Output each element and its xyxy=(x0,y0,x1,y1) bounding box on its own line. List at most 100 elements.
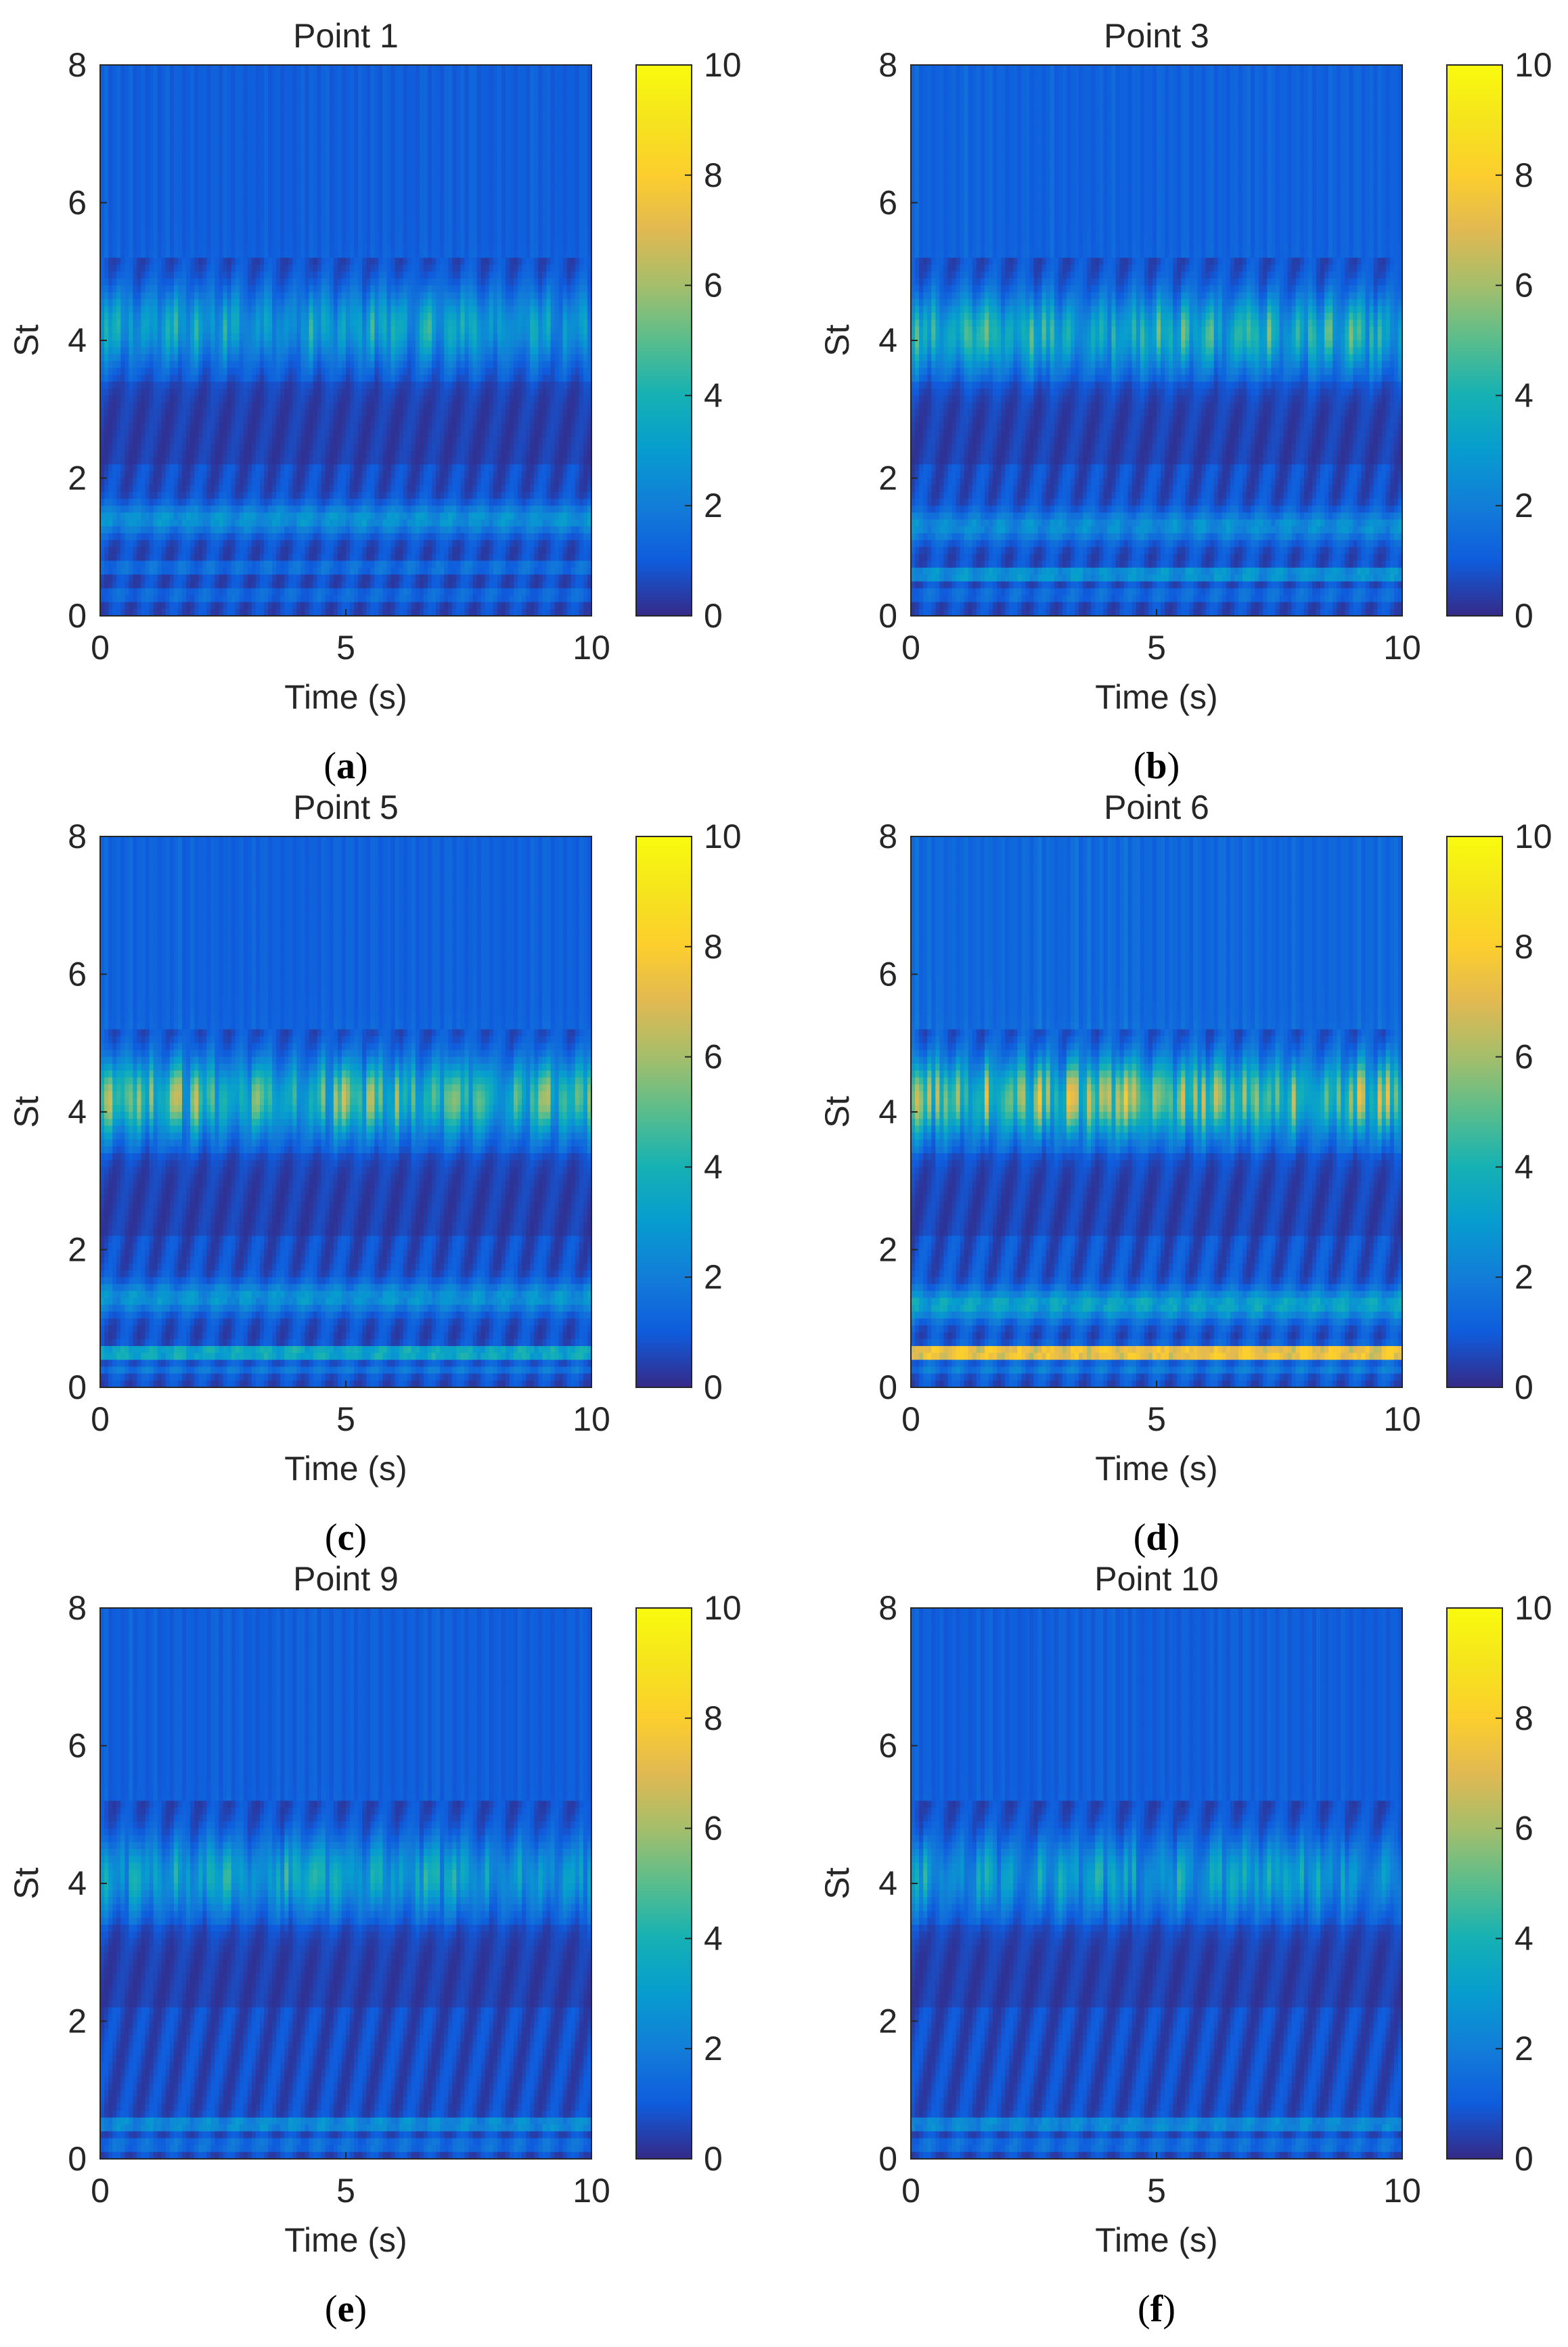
y-tick-label: 2 xyxy=(878,1231,897,1269)
colorbar-tick-label: 10 xyxy=(704,1589,742,1627)
colorbar xyxy=(636,1608,692,2159)
y-tick-label: 4 xyxy=(68,1864,87,1902)
y-axis-label: St xyxy=(7,1096,45,1127)
colorbar-tick-label: 10 xyxy=(704,818,742,855)
colorbar-tick-label: 10 xyxy=(1515,818,1552,855)
colorbar xyxy=(1447,1608,1502,2159)
panel-title: Point 9 xyxy=(293,1560,399,1598)
x-tick-label: 10 xyxy=(1383,629,1421,667)
colorbar xyxy=(1447,836,1502,1387)
colorbar-tick-label: 10 xyxy=(1515,1589,1552,1627)
panel-title: Point 5 xyxy=(293,788,399,826)
y-tick-label: 2 xyxy=(878,460,897,497)
colorbar-tick-label: 8 xyxy=(704,1699,723,1737)
colorbar-tick-label: 6 xyxy=(1515,267,1533,305)
x-axis-label: Time (s) xyxy=(1095,678,1217,716)
colorbar-tick-label: 2 xyxy=(1515,1258,1533,1296)
y-tick-label: 0 xyxy=(878,1368,897,1406)
y-axis-label: St xyxy=(7,1867,45,1899)
colorbar-tick-label: 0 xyxy=(704,1368,723,1406)
panel-caption: (a) xyxy=(323,745,367,787)
y-tick-label: 6 xyxy=(68,184,87,222)
heatmap-e xyxy=(100,1608,592,2160)
colorbar-tick-label: 2 xyxy=(1515,487,1533,524)
colorbar-tick-label: 2 xyxy=(704,1258,723,1296)
colorbar-tick-label: 6 xyxy=(704,1038,723,1076)
colorbar-tick-label: 6 xyxy=(704,1810,723,1848)
y-tick-label: 4 xyxy=(878,1864,897,1902)
colorbar-tick-label: 8 xyxy=(704,156,723,194)
colorbar-tick-label: 6 xyxy=(1515,1810,1533,1848)
panel-title: Point 6 xyxy=(1104,788,1209,826)
y-tick-label: 6 xyxy=(68,1727,87,1765)
colorbar-tick-label: 10 xyxy=(1515,46,1552,84)
y-tick-label: 0 xyxy=(878,597,897,635)
y-tick-label: 2 xyxy=(68,460,87,497)
colorbar-tick-label: 4 xyxy=(1515,376,1533,414)
x-tick-label: 0 xyxy=(91,629,110,667)
panel-caption: (e) xyxy=(325,2288,367,2330)
colorbar-tick-label: 8 xyxy=(1515,1699,1533,1737)
heatmap-f xyxy=(911,1608,1403,2160)
colorbar-tick-label: 4 xyxy=(704,1919,723,1957)
y-tick-label: 8 xyxy=(878,46,897,84)
heatmap-a xyxy=(100,65,592,617)
heatmap-b xyxy=(911,65,1403,617)
heatmap-c xyxy=(100,836,592,1388)
panel-caption: (b) xyxy=(1134,745,1180,787)
x-tick-label: 5 xyxy=(1147,1400,1166,1438)
x-axis-label: Time (s) xyxy=(284,2221,407,2259)
y-tick-label: 8 xyxy=(878,1589,897,1627)
y-axis-label: St xyxy=(818,1867,856,1899)
y-tick-label: 8 xyxy=(878,818,897,855)
y-tick-label: 4 xyxy=(878,321,897,359)
heatmap-d xyxy=(911,836,1403,1388)
colorbar-tick-label: 8 xyxy=(1515,928,1533,966)
x-tick-label: 5 xyxy=(336,629,355,667)
y-axis-label: St xyxy=(7,324,45,356)
colorbar-tick-label: 0 xyxy=(704,2140,723,2178)
y-axis-label: St xyxy=(818,324,856,356)
x-axis-label: Time (s) xyxy=(1095,2221,1217,2259)
y-tick-label: 8 xyxy=(68,46,87,84)
y-tick-label: 4 xyxy=(68,321,87,359)
y-tick-label: 6 xyxy=(878,956,897,993)
colorbar-tick-label: 0 xyxy=(1515,597,1533,635)
y-tick-label: 6 xyxy=(68,956,87,993)
panel-caption: (f) xyxy=(1138,2288,1175,2330)
colorbar xyxy=(636,65,692,616)
colorbar-tick-label: 0 xyxy=(704,597,723,635)
panel-caption: (d) xyxy=(1134,1517,1180,1559)
x-tick-label: 5 xyxy=(336,2172,355,2210)
colorbar-tick-label: 8 xyxy=(704,928,723,966)
x-tick-label: 10 xyxy=(573,1400,610,1438)
y-tick-label: 8 xyxy=(68,1589,87,1627)
y-tick-label: 6 xyxy=(878,1727,897,1765)
x-tick-label: 0 xyxy=(91,2172,110,2210)
colorbar-tick-label: 0 xyxy=(1515,1368,1533,1406)
colorbar-tick-label: 0 xyxy=(1515,2140,1533,2178)
colorbar-tick-label: 10 xyxy=(704,46,742,84)
x-tick-label: 10 xyxy=(573,629,610,667)
colorbar-tick-label: 6 xyxy=(1515,1038,1533,1076)
y-tick-label: 0 xyxy=(878,2140,897,2178)
y-tick-label: 0 xyxy=(68,2140,87,2178)
x-axis-label: Time (s) xyxy=(284,1450,407,1488)
x-tick-label: 10 xyxy=(1383,1400,1421,1438)
x-tick-label: 0 xyxy=(901,629,920,667)
y-tick-label: 2 xyxy=(878,2003,897,2040)
y-axis-label: St xyxy=(818,1096,856,1127)
x-tick-label: 10 xyxy=(573,2172,610,2210)
y-tick-label: 0 xyxy=(68,597,87,635)
colorbar-tick-label: 2 xyxy=(704,487,723,524)
colorbar-tick-label: 4 xyxy=(704,1148,723,1186)
panel-title: Point 10 xyxy=(1094,1560,1218,1598)
colorbar-tick-label: 4 xyxy=(1515,1148,1533,1186)
panel-caption: (c) xyxy=(325,1517,367,1559)
y-tick-label: 8 xyxy=(68,818,87,855)
